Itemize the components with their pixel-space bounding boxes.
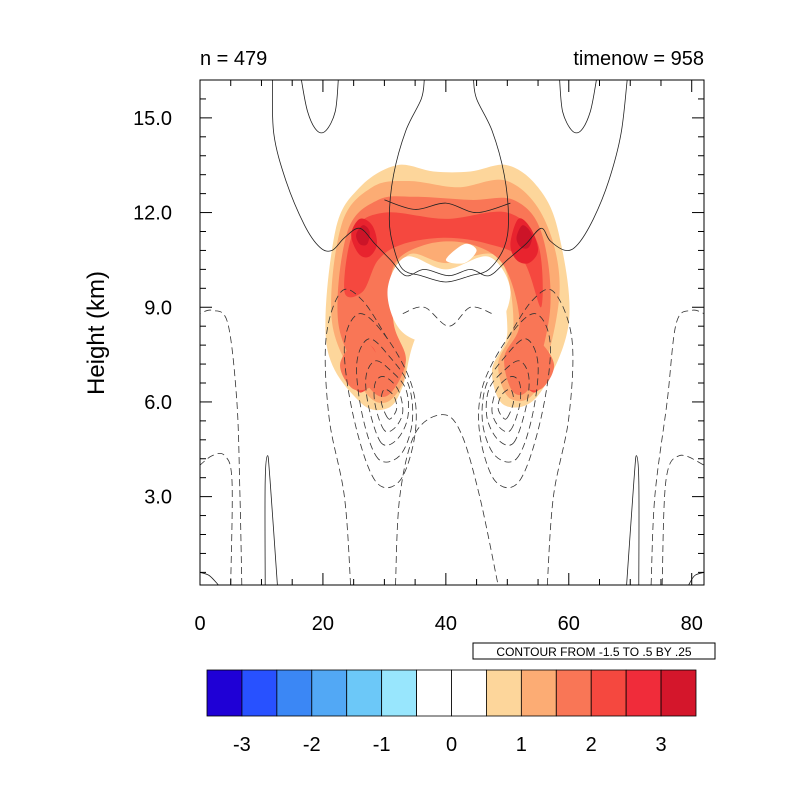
dashed-contour-1 — [200, 309, 243, 585]
dashed-contour-9 — [356, 338, 414, 463]
colorbar-box-2 — [276, 669, 313, 717]
dashed-contour-0 — [200, 452, 233, 585]
solid-contour-5 — [264, 455, 278, 585]
y-tick-label-3.0: 3.0 — [144, 487, 172, 509]
dashed-contour-16 — [497, 388, 514, 420]
colorbar-tick-label-2: 2 — [586, 734, 597, 756]
dashed-contour-13 — [373, 376, 404, 433]
dashed-contour-8 — [478, 313, 551, 489]
dashed-contour-17 — [402, 306, 493, 327]
dashed-contour-11 — [365, 360, 409, 446]
colorbar-box-11 — [590, 669, 627, 717]
solid-contour-1 — [388, 80, 509, 283]
colorbar-box-10 — [555, 669, 592, 717]
colorbar-box-6 — [416, 669, 452, 717]
solid-contour-8 — [688, 572, 704, 585]
plot-frame — [199, 79, 705, 586]
colorbar-tick-label--3: -3 — [233, 734, 251, 756]
filled-contours — [325, 164, 570, 411]
x-tick-label-0: 0 — [194, 613, 205, 635]
white-hole-0 — [387, 256, 511, 346]
dashed-contour-5 — [395, 414, 499, 585]
solid-contour-0 — [271, 80, 628, 277]
filled-region-11 — [514, 338, 555, 391]
dashed-contour-14 — [491, 376, 522, 433]
dashed-contour-6 — [506, 288, 574, 585]
colorbar-box-0 — [206, 669, 243, 717]
x-tick-label-60: 60 — [558, 613, 580, 635]
colorbar — [206, 669, 697, 717]
filled-region-10 — [340, 338, 380, 391]
white-hole-1 — [445, 243, 477, 264]
colorbar-box-1 — [241, 669, 278, 717]
x-tick-label-20: 20 — [312, 613, 334, 635]
contour-info-text: CONTOUR FROM -1.5 TO .5 BY .25 — [496, 645, 691, 659]
colorbar-tick-label-0: 0 — [446, 734, 457, 756]
dashed-contour-4 — [324, 288, 388, 585]
contour-lines — [200, 80, 704, 585]
filled-region-6 — [356, 225, 370, 246]
colorbar-box-9 — [520, 669, 557, 717]
dashed-contour-2 — [661, 454, 704, 585]
colorbar-box-5 — [381, 669, 417, 717]
y-tick-labels: 3.0 6.0 9.0 12.0 15.0 — [133, 108, 172, 509]
left-label: n = 479 — [200, 48, 267, 70]
x-tick-label-40: 40 — [435, 613, 457, 635]
contour-info-box — [472, 642, 716, 660]
colorbar-box-12 — [625, 669, 662, 717]
colorbar-tick-labels: -3 -2 -1 0 1 2 3 — [233, 734, 667, 756]
dashed-contour-15 — [380, 388, 398, 420]
y-tick-label-12.0: 12.0 — [133, 203, 172, 225]
solid-contour-3 — [301, 80, 339, 134]
dashed-contour-12 — [485, 360, 530, 446]
solid-contour-6 — [626, 455, 640, 585]
filled-region-3 — [344, 211, 543, 308]
colorbar-tick-label--2: -2 — [303, 734, 321, 756]
y-tick-label-15.0: 15.0 — [133, 108, 172, 130]
solid-contour-2 — [384, 199, 511, 214]
colorbar-tick-label--1: -1 — [373, 734, 391, 756]
y-tick-label-6.0: 6.0 — [144, 392, 172, 414]
solid-contour-4 — [559, 80, 597, 134]
filled-region-7 — [516, 225, 533, 249]
solid-contour-7 — [200, 572, 219, 585]
axis-ticks — [199, 79, 704, 585]
dashed-contour-3 — [650, 309, 704, 585]
y-tick-label-9.0: 9.0 — [144, 297, 172, 319]
dashed-contour-10 — [481, 338, 539, 463]
x-tick-label-80: 80 — [681, 613, 703, 635]
colorbar-box-13 — [660, 669, 697, 717]
colorbar-box-3 — [311, 669, 348, 717]
x-tick-labels: 0 20 40 60 80 — [194, 613, 702, 635]
colorbar-tick-label-3: 3 — [656, 734, 667, 756]
dashed-contour-7 — [343, 313, 417, 489]
y-axis-label: Height (km) — [83, 271, 110, 395]
colorbar-box-7 — [451, 669, 487, 717]
colorbar-box-4 — [346, 669, 383, 717]
colorbar-box-8 — [486, 669, 522, 717]
right-label: timenow = 958 — [573, 48, 704, 70]
colorbar-tick-label-1: 1 — [516, 734, 527, 756]
